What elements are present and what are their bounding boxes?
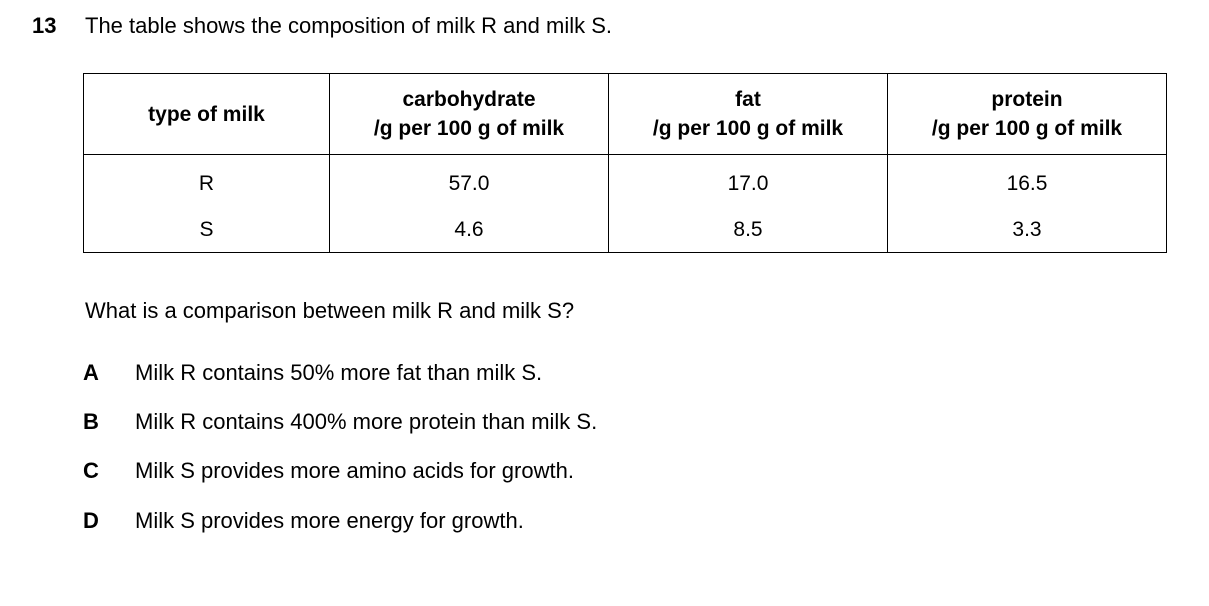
option-text: Milk S provides more amino acids for gro… xyxy=(135,458,574,483)
option-a[interactable]: A Milk R contains 50% more fat than milk… xyxy=(83,358,542,388)
table-cell: 57.0 xyxy=(329,154,609,208)
header-type-of-milk: type of milk xyxy=(83,73,330,155)
question-stem: The table shows the composition of milk … xyxy=(85,13,613,38)
option-d[interactable]: D Milk S provides more energy for growth… xyxy=(83,506,524,536)
table-row: R 57.0 17.0 16.5 xyxy=(83,154,1167,208)
table-cell: 17.0 xyxy=(608,154,888,208)
header-fat: fat /g per 100 g of milk xyxy=(608,73,888,155)
table-cell: 16.5 xyxy=(887,154,1167,208)
option-text: Milk R contains 400% more protein than m… xyxy=(135,409,598,434)
table-cell: S xyxy=(83,208,330,253)
option-letter: A xyxy=(83,360,99,385)
table-cell: 3.3 xyxy=(887,208,1167,253)
option-letter: D xyxy=(83,508,99,533)
option-text: Milk R contains 50% more fat than milk S… xyxy=(135,360,543,385)
option-text: Milk S provides more energy for growth. xyxy=(135,508,524,533)
table-cell: R xyxy=(83,154,330,208)
question-prompt: What is a comparison between milk R and … xyxy=(85,298,575,323)
table-header-row: type of milk carbohydrate /g per 100 g o… xyxy=(83,73,1167,155)
table-cell: 8.5 xyxy=(608,208,888,253)
question-number: 13 xyxy=(32,13,57,38)
header-carbohydrate: carbohydrate /g per 100 g of milk xyxy=(329,73,609,155)
option-c[interactable]: C Milk S provides more amino acids for g… xyxy=(83,456,574,486)
header-protein: protein /g per 100 g of milk xyxy=(887,73,1167,155)
option-letter: C xyxy=(83,458,99,483)
composition-table: type of milk carbohydrate /g per 100 g o… xyxy=(83,73,1167,253)
table-cell: 4.6 xyxy=(329,208,609,253)
option-b[interactable]: B Milk R contains 400% more protein than… xyxy=(83,407,597,437)
table-row: S 4.6 8.5 3.3 xyxy=(83,208,1167,253)
option-letter: B xyxy=(83,409,99,434)
